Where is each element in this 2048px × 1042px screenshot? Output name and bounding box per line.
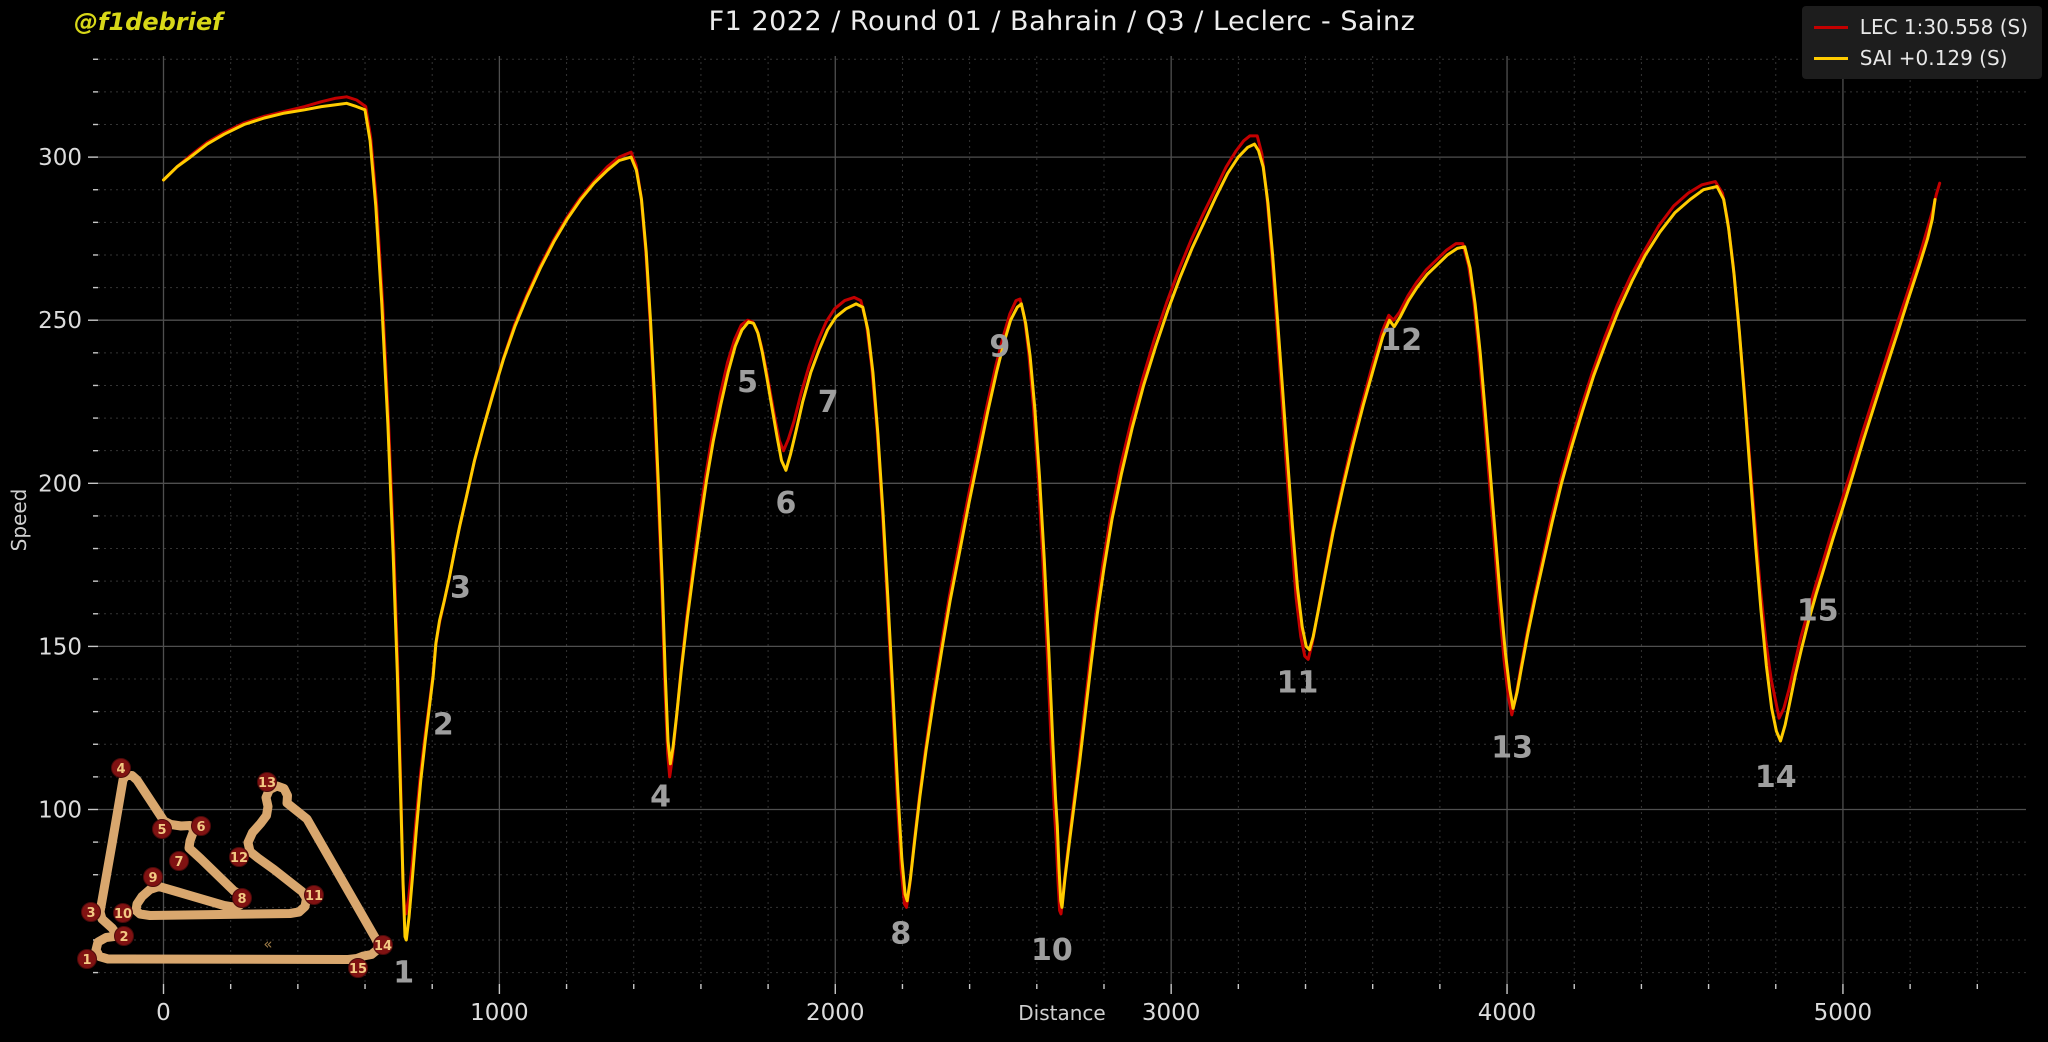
- x-tick-label: 4000: [1478, 1000, 1537, 1026]
- track-corner-marker-12: [229, 847, 249, 867]
- corner-label-15: 15: [1797, 594, 1839, 629]
- corner-label-3: 3: [450, 571, 471, 606]
- page-title: F1 2022 / Round 01 / Bahrain / Q3 / Lecl…: [708, 6, 1416, 37]
- track-corner-number-7: 7: [174, 855, 183, 870]
- track-corner-marker-1: [77, 949, 97, 969]
- track-corner-marker-7: [169, 851, 189, 871]
- y-tick-label: 300: [38, 145, 82, 171]
- gridlines-minor: [98, 56, 2026, 984]
- corner-label-10: 10: [1031, 933, 1073, 968]
- axis-tick-labels: 0 1000 2000 3000 4000 5000 100 150 200 250 300: [38, 145, 1872, 1026]
- corner-label-7: 7: [818, 385, 839, 420]
- lec-line-swatch: [1813, 25, 1848, 29]
- legend-item-lec: LEC 1:30.558 (S): [1813, 15, 2028, 39]
- corner-label-5: 5: [737, 365, 758, 400]
- legend-item-sai: SAI +0.129 (S): [1813, 46, 2028, 70]
- track-corner-number-5: 5: [157, 823, 166, 838]
- track-corner-marker-5: [152, 819, 172, 839]
- track-outline: [91, 771, 383, 964]
- track-corner-marker-8: [232, 888, 252, 908]
- track-corner-marker-15: [348, 958, 368, 978]
- track-corner-marker-11: [304, 885, 324, 905]
- gridlines-major: [98, 56, 2026, 984]
- corner-label-12: 12: [1380, 323, 1422, 358]
- track-corner-number-3: 3: [86, 906, 95, 921]
- sai-line-swatch: [1813, 56, 1848, 60]
- track-corner-number-15: 15: [349, 962, 367, 977]
- corner-label-4: 4: [650, 779, 671, 814]
- x-tick-label: 0: [156, 1000, 171, 1026]
- corner-label-9: 9: [989, 329, 1010, 364]
- track-corner-number-2: 2: [119, 930, 128, 945]
- corner-label-6: 6: [775, 486, 796, 521]
- track-corner-number-4: 4: [116, 762, 125, 777]
- y-tick-label: 250: [38, 308, 82, 334]
- lec-speed-trace: [162, 95, 1942, 916]
- corner-label-8: 8: [890, 916, 911, 951]
- watermark: @f1debrief: [74, 8, 223, 36]
- track-corner-marker-13: [257, 772, 277, 792]
- x-tick-label: 2000: [806, 1000, 865, 1026]
- track-corner-number-13: 13: [258, 776, 276, 791]
- track-corner-number-12: 12: [230, 851, 248, 866]
- track-corner-marker-9: [143, 867, 163, 887]
- axis-ticks: [88, 58, 1978, 994]
- x-tick-label: 5000: [1814, 1000, 1873, 1026]
- legend: LEC 1:30.558 (S) SAI +0.129 (S): [1801, 6, 2042, 79]
- y-tick-label: 150: [38, 634, 82, 660]
- track-corner-number-9: 9: [148, 871, 157, 886]
- x-tick-label: 1000: [470, 1000, 529, 1026]
- track-corner-marker-6: [191, 816, 211, 836]
- corner-label-1: 1: [393, 956, 414, 991]
- track-corner-marker-4: [111, 758, 131, 778]
- track-corner-number-1: 1: [82, 953, 91, 968]
- track-corner-marker-2: [114, 926, 134, 946]
- x-tick-label: 3000: [1142, 1000, 1201, 1026]
- track-corner-number-8: 8: [237, 892, 246, 907]
- y-tick-label: 200: [38, 471, 82, 497]
- track-corner-number-11: 11: [305, 889, 323, 904]
- corner-label-13: 13: [1491, 731, 1533, 766]
- track-corner-number-14: 14: [374, 939, 392, 954]
- track-corner-marker-14: [373, 935, 393, 955]
- start-finish-icon: «: [263, 935, 272, 953]
- legend-label-sai: SAI +0.129 (S): [1859, 46, 2008, 70]
- legend-label-lec: LEC 1:30.558 (S): [1859, 15, 2028, 39]
- track-corner-number-10: 10: [114, 907, 132, 922]
- track-corner-marker-10: [113, 903, 133, 923]
- corner-label-11: 11: [1277, 665, 1319, 700]
- x-axis-label: Distance: [1018, 1001, 1105, 1025]
- sai-speed-trace: [162, 101, 1937, 942]
- track-corner-marker-3: [81, 902, 101, 922]
- y-tick-label: 100: [38, 797, 82, 823]
- corner-label-14: 14: [1755, 760, 1797, 795]
- corner-label-2: 2: [433, 708, 454, 743]
- y-axis-label: Speed: [7, 489, 31, 552]
- track-corner-number-6: 6: [196, 820, 205, 835]
